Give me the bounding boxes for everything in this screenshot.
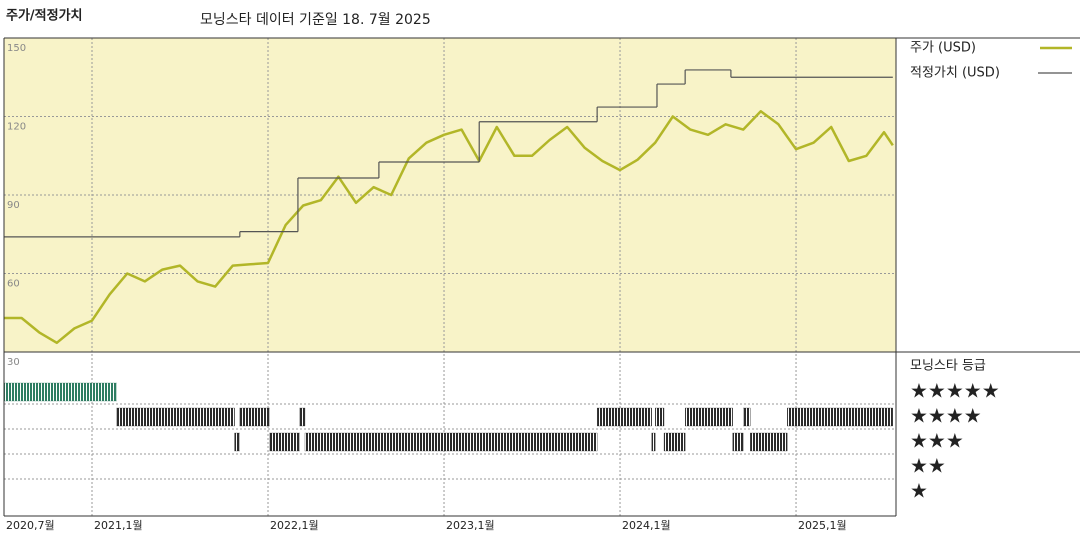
rating-bar (787, 407, 893, 427)
x-tick-label: 2020,7월 (6, 519, 55, 532)
price-line (4, 110, 894, 345)
x-tick-label: 2024,1월 (622, 519, 671, 532)
rating-title: 모닝스타 등급 (910, 359, 986, 374)
rating-bar (299, 407, 306, 427)
chart-subtitle: 모닝스타 데이터 기준일 18. 7월 2025 (200, 12, 431, 28)
y-tick-label: 30 (7, 357, 20, 368)
rating-bar (116, 407, 235, 427)
rating-bar (663, 432, 686, 452)
rating-bar (655, 407, 665, 427)
legend-label: 주가 (USD) (910, 41, 976, 56)
rating-bar (234, 432, 240, 452)
rating-bar (750, 432, 788, 452)
rating-legend-label: ★★ (910, 454, 946, 478)
rating-bar (684, 407, 733, 427)
rating-legend-label: ★★★ (910, 429, 964, 453)
rating-bar (743, 407, 751, 427)
x-tick-label: 2023,1월 (446, 519, 495, 532)
rating-bar (3, 382, 117, 402)
x-tick-label: 2025,1월 (798, 519, 847, 532)
y-tick-label: 60 (7, 279, 20, 290)
y-tick-label: 90 (7, 200, 20, 211)
rating-legend-label: ★★★★★ (910, 379, 1000, 403)
rating-bar (732, 432, 744, 452)
rating-legend-label: ★ (910, 479, 928, 503)
x-tick-label: 2021,1월 (94, 519, 143, 532)
frame (3, 37, 1080, 517)
chart-title: 주가/적정가치 (6, 8, 83, 24)
legend-label: 적정가치 (USD) (910, 66, 1000, 81)
rating-bar (304, 432, 598, 452)
y-tick-label: 150 (7, 43, 26, 54)
rating-bar (596, 407, 652, 427)
rating-bar (239, 407, 270, 427)
rating-legend-label: ★★★★ (910, 404, 982, 428)
rating-bar (651, 432, 656, 452)
y-tick-label: 120 (7, 122, 26, 133)
x-tick-label: 2022,1월 (270, 519, 319, 532)
rating-bar (269, 432, 300, 452)
